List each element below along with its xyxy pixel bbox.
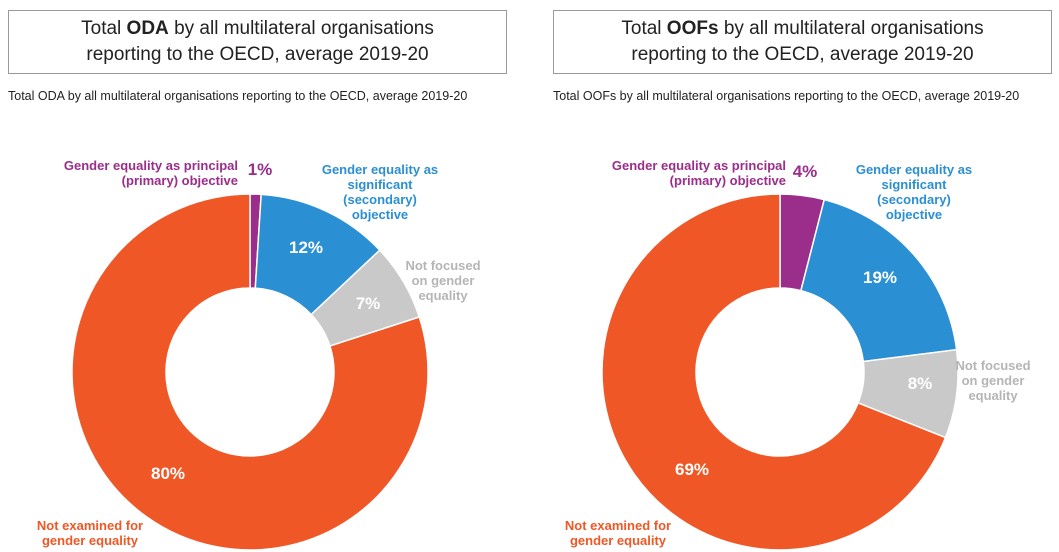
slice-label: Gender equality as principal (primary) o… bbox=[63, 158, 238, 188]
slice-label: Not examined for gender equality bbox=[564, 518, 672, 548]
title-bold: ODA bbox=[126, 18, 169, 39]
donut-slice bbox=[71, 193, 429, 551]
chart-subtitle: Total OOFs by all multilateral organisat… bbox=[553, 89, 1020, 103]
title-text: Total bbox=[81, 18, 122, 39]
slice-label: Not focused on gender equality bbox=[405, 258, 481, 303]
title-bold: OOFs bbox=[666, 18, 719, 39]
value-label: 1% bbox=[247, 160, 273, 179]
value-label: 7% bbox=[355, 294, 381, 313]
title-text: by all multilateral organisations bbox=[723, 18, 984, 39]
value-label: 12% bbox=[288, 238, 324, 257]
donut-slice bbox=[601, 193, 947, 551]
chart-title: Total OOFs by all multilateral organisat… bbox=[553, 10, 1052, 74]
slice-label: Not examined for gender equality bbox=[36, 518, 144, 548]
donut-slice bbox=[799, 198, 958, 363]
title-text: reporting to the OECD, average 2019-20 bbox=[86, 44, 429, 65]
title-text: by all multilateral organisations bbox=[174, 18, 434, 39]
slice-label: Gender equality as principal (primary) o… bbox=[611, 158, 786, 188]
value-label: 69% bbox=[674, 460, 710, 479]
title-text: Total bbox=[621, 18, 662, 39]
value-label: 8% bbox=[907, 374, 933, 393]
value-label: 19% bbox=[862, 268, 898, 287]
slice-label: Gender equality as significant (secondar… bbox=[321, 162, 439, 222]
value-label: 4% bbox=[792, 162, 818, 181]
value-label: 80% bbox=[150, 464, 186, 483]
slice-label: Not focused on gender equality bbox=[955, 358, 1031, 403]
chart-subtitle: Total ODA by all multilateral organisati… bbox=[8, 89, 468, 103]
chart-title: Total ODA by all multilateral organisati… bbox=[8, 10, 507, 74]
title-text: reporting to the OECD, average 2019-20 bbox=[631, 44, 974, 65]
slice-label: Gender equality as significant (secondar… bbox=[855, 162, 973, 222]
